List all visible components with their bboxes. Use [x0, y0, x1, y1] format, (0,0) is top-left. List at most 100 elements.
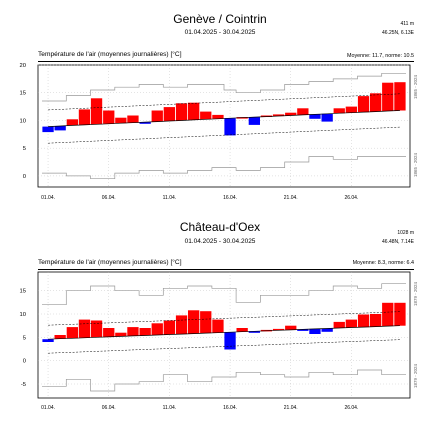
y-tick-label: 10	[20, 312, 26, 318]
anomaly-bar	[200, 311, 212, 334]
anomaly-bar	[333, 108, 345, 114]
y-tick-label: 10	[20, 118, 26, 124]
anomaly-bar	[175, 103, 188, 121]
anomaly-bar	[345, 319, 357, 328]
title-rule	[38, 269, 414, 270]
anomaly-bar	[66, 119, 78, 126]
anomaly-bar	[272, 328, 285, 331]
anomaly-bar	[394, 302, 406, 326]
record-min-line	[42, 369, 406, 392]
plot-frame	[37, 271, 411, 399]
temperature-chart-geneve: 0 5 10 15 20 01.04. 06.04. 11.04. 16.04. 21.04. 26…	[20, 63, 418, 201]
normal-period-label: 1879 - 2024	[413, 281, 418, 306]
x-tick-label: 16.04.	[223, 195, 237, 201]
anomaly-bar	[103, 328, 115, 337]
anomaly-bar	[163, 320, 175, 335]
anomaly-bar	[248, 331, 260, 333]
y-tick-label: 0	[23, 174, 26, 180]
station-name: Château-d'Oex	[179, 220, 261, 234]
station-panel-chateau-doex: Château-d'Oex 01.04.2025 - 30.04.2025 10…	[0, 210, 440, 421]
anomaly-bar	[345, 106, 357, 113]
normal-lower-band	[48, 126, 400, 144]
anomaly-bar	[139, 122, 151, 124]
anomaly-bar	[212, 114, 224, 119]
y-tick-label: 15	[20, 289, 26, 295]
station-period: 01.04.2025 - 30.04.2025	[184, 29, 256, 36]
anomaly-bar	[285, 325, 297, 330]
x-tick-label: 26.04.	[344, 405, 358, 411]
anomaly-bar	[175, 315, 188, 335]
anomaly-bar	[151, 323, 163, 335]
record-max-line	[42, 283, 406, 306]
anomaly-bar	[163, 107, 175, 121]
normal-upper-band	[48, 93, 400, 111]
anomaly-bar	[90, 98, 103, 125]
x-tick-label: 26.04.	[344, 195, 358, 201]
anomaly-bar	[357, 314, 370, 328]
anomaly-bar	[127, 327, 139, 336]
y-tick-label: 15	[20, 91, 26, 97]
chart-title: Température de l'air (moyennes journaliè…	[38, 51, 182, 58]
station-altitude: 1028 m	[397, 230, 414, 236]
normal-line	[48, 110, 400, 127]
x-tick-label: 16.04.	[223, 405, 237, 411]
x-tick-label: 01.04.	[41, 405, 55, 411]
normal-upper-band	[48, 311, 400, 326]
station-altitude: 411 m	[400, 21, 414, 27]
average-label: Moyenne: 11.7, norme: 10.5	[346, 53, 414, 59]
anomaly-bar	[236, 328, 248, 332]
anomaly-bar	[188, 102, 200, 120]
normal-period-label: 1865 - 2024	[413, 152, 418, 177]
anomaly-bar	[285, 112, 297, 116]
record-min-line	[42, 156, 406, 180]
anomaly-bar	[309, 328, 321, 334]
anomaly-bar	[224, 332, 236, 350]
x-tick-label: 06.04.	[102, 405, 116, 411]
x-tick-label: 21.04.	[284, 195, 298, 201]
anomaly-bar	[115, 332, 127, 337]
anomaly-bar	[151, 110, 163, 122]
station-name: Genève / Cointrin	[173, 12, 267, 26]
x-tick-label: 06.04.	[102, 195, 116, 201]
title-rule	[38, 61, 414, 62]
anomaly-bar	[394, 82, 406, 111]
temperature-chart-chateau-doex: -5 0 5 10 15 01.04. 06.04. 11.04. 16.04. 21.04. 26…	[20, 271, 418, 411]
anomaly-bar	[272, 114, 285, 117]
anomaly-bar	[370, 314, 382, 327]
y-tick-label: 20	[20, 63, 26, 69]
normal-line	[48, 325, 400, 340]
anomaly-bar	[297, 108, 309, 115]
anomaly-bar	[212, 319, 224, 333]
station-coordinates: 46.48N, 7.14E	[382, 239, 414, 245]
anomaly-bar	[357, 96, 370, 113]
anomaly-bar	[78, 109, 91, 125]
anomaly-bar	[382, 302, 394, 327]
x-tick-label: 11.04.	[163, 405, 177, 411]
normal-lower-band	[48, 339, 400, 354]
anomaly-bar	[248, 117, 260, 125]
x-tick-label: 21.04.	[284, 405, 298, 411]
y-tick-label: 5	[23, 335, 26, 341]
anomaly-bar	[200, 111, 212, 120]
anomaly-bar	[115, 117, 127, 124]
anomaly-bar	[66, 327, 78, 339]
anomaly-bar	[90, 320, 103, 338]
record-max-line	[42, 72, 406, 102]
normal-period-label: 1879 - 2024	[413, 363, 418, 388]
y-tick-label: -5	[21, 382, 26, 388]
anomaly-bar	[382, 82, 394, 111]
anomaly-bar	[54, 335, 66, 339]
anomaly-bar	[224, 118, 236, 136]
average-label: Moyenne: 8.3, norme: 6.4	[352, 260, 414, 266]
y-tick-label: 5	[23, 146, 26, 152]
anomaly-bar	[127, 115, 139, 123]
chart-title: Température de l'air (moyennes journaliè…	[38, 259, 182, 266]
x-tick-label: 11.04.	[163, 195, 177, 201]
anomaly-bar	[333, 321, 345, 328]
anomaly-bar	[321, 328, 333, 332]
anomaly-bar	[188, 310, 200, 334]
anomaly-bar	[297, 329, 309, 331]
anomaly-bar	[54, 126, 66, 131]
anomaly-bar	[370, 93, 382, 112]
anomaly-bar	[139, 328, 151, 336]
